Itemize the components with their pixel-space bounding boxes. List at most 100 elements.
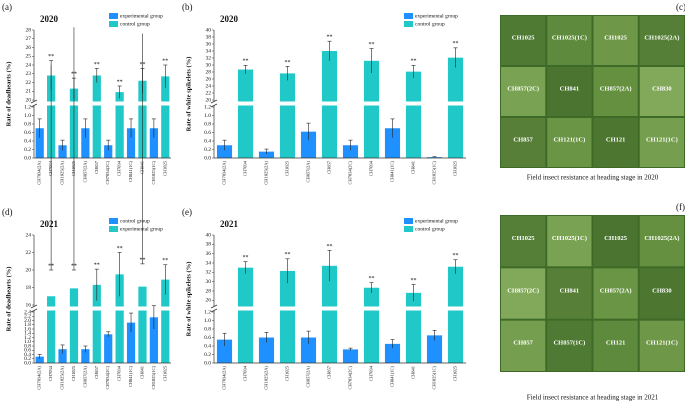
bar <box>405 292 422 363</box>
x-tick-label: CH7034(2A) <box>37 161 42 185</box>
bar <box>321 265 338 363</box>
legend-swatch <box>404 13 413 19</box>
x-tick-label: CH7034(2C) <box>105 365 110 389</box>
significance: ** <box>162 258 168 264</box>
break-mark <box>210 99 218 104</box>
y-tick-label: 0.8 <box>204 121 211 127</box>
x-tick-label: CH1025(2A) <box>264 366 269 390</box>
plot-label: CH841 <box>560 287 580 294</box>
plot-label: CH1025(2A) <box>644 235 679 242</box>
y-tick-label: 2.4 <box>24 309 31 315</box>
x-tick-label: CH1025 <box>453 365 458 381</box>
x-tick-label: CH1025(1C) <box>151 365 156 389</box>
y-tick-label: 28 <box>206 288 212 294</box>
plot-label: CH1025(1C) <box>552 34 587 41</box>
x-tick-label: CH7034 <box>243 160 248 176</box>
x-tick-label: CH7034(2A) <box>222 366 227 390</box>
y-tick-label: 24 <box>206 83 212 89</box>
bar <box>426 335 443 363</box>
x-tick-label: CH1025 <box>162 365 167 381</box>
y-axis-label: Rate of deadhearts (%) <box>5 62 12 127</box>
x-tick-label: CH1025(1C) <box>432 365 437 389</box>
y-tick-label: 18 <box>26 285 32 291</box>
y-tick-label: 1.2 <box>204 104 211 110</box>
y-tick-label: 26 <box>26 45 32 51</box>
plot-plot <box>593 320 638 371</box>
x-tick-label: CH7034 <box>117 160 122 176</box>
x-tick-label: CH857 <box>327 160 332 174</box>
axis-break-gap <box>31 306 174 311</box>
y-tick-label: 0.6 <box>24 348 31 354</box>
plot-plot <box>501 16 546 65</box>
x-tick-label: CH1025(2A) <box>264 161 269 185</box>
legend-label: control group <box>415 226 445 232</box>
x-tick-label: CH841(1C) <box>390 160 395 182</box>
x-tick-label: CH1025(1C) <box>432 160 437 184</box>
bar <box>342 349 359 363</box>
plot-label: CH121 <box>606 340 626 347</box>
plot-plot <box>547 118 592 167</box>
bar <box>92 284 101 363</box>
bar <box>104 145 113 158</box>
plot-plot <box>639 67 684 116</box>
legend-swatch <box>109 13 118 19</box>
bar <box>138 286 147 363</box>
legend-swatch <box>109 226 118 232</box>
significance: ** <box>243 59 249 65</box>
significance: ** <box>327 35 333 41</box>
plot-label: CH857(2C) <box>507 287 539 294</box>
y-tick-label: 1.0 <box>24 339 31 345</box>
bar <box>447 57 464 158</box>
plot-label: CH1025 <box>604 34 628 41</box>
significance: ** <box>369 42 375 48</box>
y-tick-label: 24 <box>26 232 32 238</box>
y-tick-label: 28 <box>26 27 32 33</box>
y-tick-label: 26 <box>206 76 212 82</box>
bar <box>149 128 158 158</box>
bar <box>342 145 359 158</box>
panel-label: (b) <box>182 2 193 12</box>
plot-label: CH857(2A) <box>600 85 632 92</box>
significance: ** <box>162 58 168 64</box>
x-tick-label: CH841(1C) <box>128 160 133 182</box>
plot-label: CH121 <box>606 136 626 143</box>
y-tick-label: 34 <box>206 48 212 54</box>
break-mark <box>30 99 38 104</box>
x-tick-label: CH7034(2A) <box>222 161 227 185</box>
bar <box>161 279 170 363</box>
bar <box>258 151 275 158</box>
legend-label: experimental group <box>120 13 163 19</box>
y-tick-label: 25 <box>26 54 32 60</box>
y-tick-label: 0.0 <box>24 155 31 161</box>
panel-label: (d) <box>2 207 13 217</box>
y-tick-label: 24 <box>26 62 32 68</box>
y-tick-label: 27 <box>26 36 32 42</box>
break-mark <box>30 308 38 313</box>
bar <box>363 60 380 158</box>
y-tick-label: 28 <box>206 69 212 75</box>
plot-plot <box>593 67 638 116</box>
y-axis-label: Rate of white spikelets (%) <box>185 57 192 132</box>
chart-title: 2020 <box>40 14 59 24</box>
bar <box>81 128 90 158</box>
y-axis-label: Rate of white spikelets (%) <box>185 262 192 337</box>
y-tick-label: 1.2 <box>24 335 31 341</box>
panel-label: (c) <box>676 2 685 12</box>
plot-plot <box>501 67 546 116</box>
break-mark <box>210 103 218 108</box>
bar <box>384 343 401 363</box>
bar <box>300 337 317 363</box>
bar <box>115 92 124 158</box>
plot-plot <box>547 216 592 267</box>
plot-plot <box>639 16 684 65</box>
x-tick-label: CH857(2A) <box>306 366 311 388</box>
plot-label: CH1025(2A) <box>644 34 679 41</box>
x-tick-label: CH857 <box>327 365 332 379</box>
y-tick-label: 0.6 <box>24 130 31 136</box>
y-tick-label: 16 <box>26 302 32 308</box>
y-tick-label: 0.8 <box>24 343 31 349</box>
legend-swatch <box>109 21 118 27</box>
y-tick-label: 38 <box>206 34 212 40</box>
plot-plot <box>547 268 592 319</box>
